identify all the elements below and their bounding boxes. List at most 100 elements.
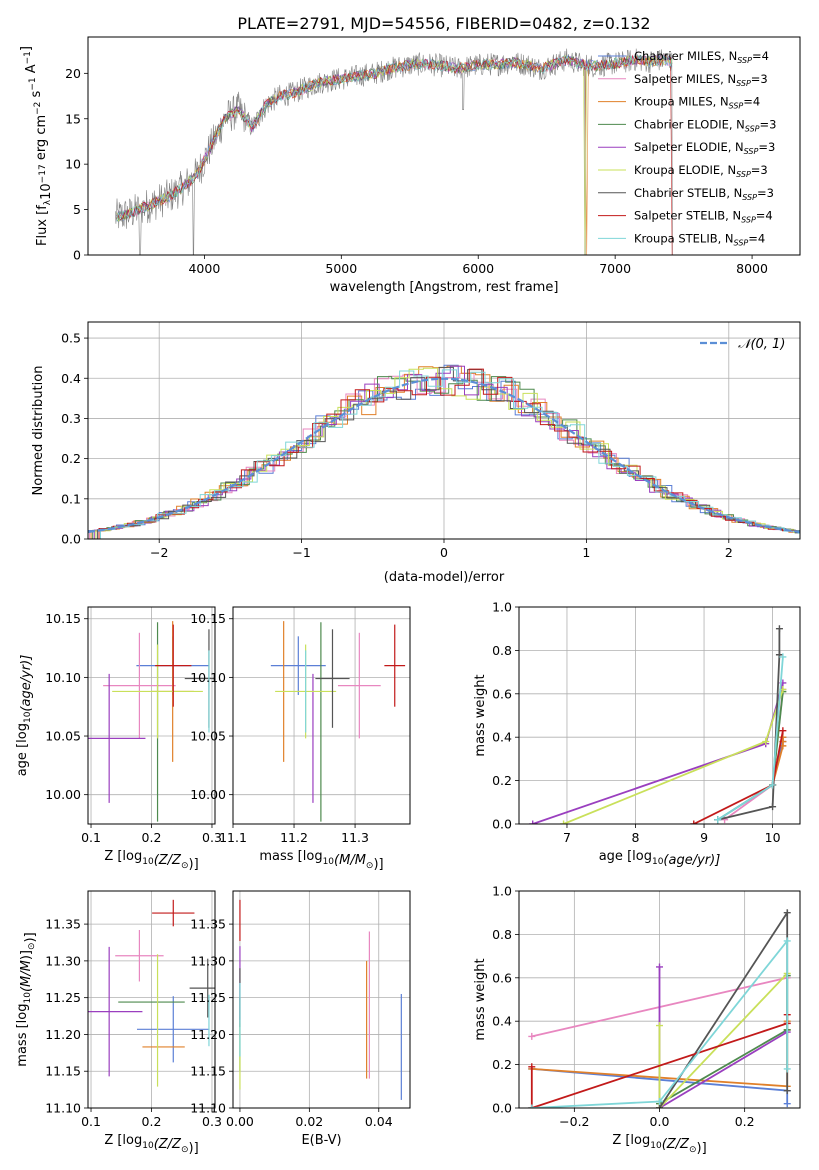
weight-marker: [690, 820, 698, 824]
y-tick-label: 11.15: [190, 1064, 226, 1079]
weight-marker: [783, 1065, 791, 1073]
errorbar-point: [112, 644, 203, 739]
data-spectrum-line: [115, 48, 673, 255]
x-tick-label: 0.0: [650, 1114, 670, 1129]
x-tick-label: 2: [725, 545, 733, 560]
x-axis-label: wavelength [Angstrom, rest frame]: [330, 280, 559, 295]
x-tick-label: 8: [632, 830, 640, 845]
x-tick-label: 0.1: [81, 830, 101, 845]
x-tick-label: 11.3: [341, 830, 369, 845]
errorbar-point: [155, 624, 192, 707]
weight-series-line: [531, 938, 789, 1108]
legend-label: Salpeter ELODIE, NSSP=3: [634, 140, 775, 156]
y-tick-label: 0.2: [492, 773, 512, 788]
weight-marker: [560, 820, 568, 824]
y-tick-label: 11.35: [45, 917, 81, 932]
x-tick-label: 0.2: [142, 830, 162, 845]
weight-marker: [769, 781, 777, 789]
y-tick-label: 0.0: [492, 1101, 512, 1116]
y-tick-label: 11.30: [45, 953, 81, 968]
y-tick-label: 10: [65, 157, 81, 172]
x-tick-label: 4000: [188, 261, 220, 276]
errorbar-point: [270, 636, 326, 695]
weight-marker: [783, 1100, 791, 1108]
x-axis-label: age [log10(age/yr)]: [599, 849, 721, 868]
weight-marker: [783, 909, 791, 917]
y-tick-label: 0.8: [492, 643, 512, 658]
axes-frame: [87, 321, 801, 540]
x-tick-label: 0.3: [202, 1114, 222, 1129]
model-spectrum-line: [116, 54, 673, 221]
plot-area: [519, 607, 800, 824]
weight-marker: [529, 820, 537, 824]
y-tick-label: 0.5: [61, 331, 81, 346]
x-tick-label: 0.2: [142, 1114, 162, 1129]
y-axis-label: mass weight: [473, 674, 488, 756]
axes-frame: [87, 36, 801, 256]
weight-marker: [769, 803, 777, 811]
gaussian-curve: [88, 377, 800, 534]
y-tick-label: 0: [73, 248, 81, 263]
weight-marker: [656, 963, 663, 971]
plot-area: [88, 322, 800, 539]
axes-frame: [518, 606, 801, 825]
model-spectrum-line: [116, 54, 673, 220]
histogram-step: [90, 365, 800, 539]
errorbar-point: [337, 632, 381, 739]
plot-area: [519, 891, 800, 1108]
y-tick-label: 15: [65, 111, 81, 126]
x-tick-label: 0.02: [295, 1114, 323, 1129]
axes-weight-vs-age: 7 8 9 10 0.0 0.2 0.4 0.6 0.8 1.0 age [log10(age/yr…: [473, 600, 801, 868]
legend-label: Chabrier ELODIE, NSSP=3: [634, 117, 776, 133]
y-axis-label: mass [log10(M/M)]⊙)]: [15, 932, 38, 1066]
y-tick-label: 10.05: [45, 729, 81, 744]
x-axis-label: mass [log10(M/M⊙)]: [259, 849, 383, 872]
y-tick-label: 10.10: [190, 670, 226, 685]
x-tick-label: 9: [700, 830, 708, 845]
figure-title: PLATE=2791, MJD=54556, FIBERID=0482, z=0…: [237, 14, 650, 33]
x-tick-label: 0.3: [202, 830, 222, 845]
errorbar-point: [115, 929, 164, 982]
y-tick-label: 10.10: [45, 670, 81, 685]
histogram-step: [93, 365, 800, 539]
weight-marker: [783, 937, 791, 945]
weight-series-line: [658, 972, 788, 1108]
legend-label: Chabrier STELIB, NSSP=3: [634, 186, 774, 202]
y-tick-label: 10.15: [190, 611, 226, 626]
errorbar-point: [88, 946, 143, 1077]
y-tick-label: 0.2: [492, 1057, 512, 1072]
weight-series-line: [658, 967, 788, 1108]
x-axis-label: Z [log10(Z/Z⊙)]: [104, 1133, 198, 1156]
y-tick-label: 0.4: [492, 730, 512, 745]
weight-marker: [656, 1104, 663, 1108]
y-tick-label: 20: [65, 66, 81, 81]
weight-marker: [528, 1063, 536, 1071]
x-tick-label: 0.1: [81, 1114, 101, 1129]
x-axis-label: Z [log10(Z/Z⊙)]: [104, 849, 198, 872]
errorbar-point: [384, 624, 406, 707]
y-tick-label: 0.4: [492, 1014, 512, 1029]
y-tick-label: 0.2: [61, 451, 81, 466]
x-tick-label: 11.2: [280, 830, 308, 845]
model-spectrum-line: [116, 54, 673, 223]
x-axis-label: (data-model)/error: [384, 570, 505, 585]
x-tick-label: 7000: [599, 261, 631, 276]
x-tick-label: 0: [440, 545, 448, 560]
legend-label: Kroupa MILES, NSSP=4: [634, 95, 760, 111]
y-tick-label: 11.25: [45, 990, 81, 1005]
y-tick-label: 11.35: [190, 917, 226, 932]
legend-label: 𝒩(0, 1): [738, 337, 785, 352]
model-spectrum-line: [116, 53, 673, 222]
x-tick-label: 6000: [462, 261, 494, 276]
y-tick-label: 11.10: [45, 1101, 81, 1116]
y-tick-label: 1.0: [492, 884, 512, 899]
x-tick-label: −1: [292, 545, 310, 560]
weight-marker: [762, 738, 770, 746]
y-tick-label: 0.0: [61, 532, 81, 547]
legend-label: Salpeter STELIB, NSSP=4: [634, 209, 773, 225]
x-axis-label: Z [log10(Z/Z⊙)]: [612, 1133, 706, 1156]
legend-label: Kroupa STELIB, NSSP=4: [634, 231, 765, 247]
errorbar-point: [136, 996, 210, 1063]
errorbar-point: [152, 899, 195, 927]
legend: Chabrier MILES, NSSP=4 Salpeter MILES, NS…: [598, 49, 776, 247]
